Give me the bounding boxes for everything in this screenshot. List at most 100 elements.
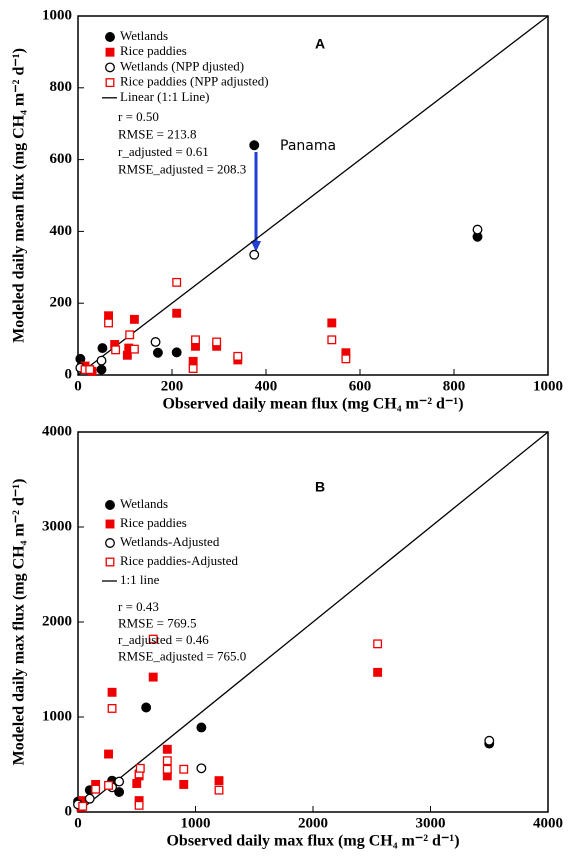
one-to-one-line xyxy=(77,15,549,376)
y-tick-label: 4000 xyxy=(42,423,72,439)
point-label: Panama xyxy=(280,138,336,154)
point xyxy=(373,667,383,677)
point xyxy=(104,780,113,790)
point xyxy=(114,776,125,787)
point xyxy=(233,351,243,361)
point xyxy=(249,249,260,260)
point xyxy=(97,343,108,354)
legend-label: Rice paddies (NPP adjusted) xyxy=(120,74,269,89)
x-tick-label: 2000 xyxy=(298,815,328,831)
legend-label: Wetlands (NPP djusted) xyxy=(120,58,244,73)
point xyxy=(484,735,495,746)
point xyxy=(85,365,95,375)
point xyxy=(162,756,172,766)
x-tick-label: 3000 xyxy=(416,815,446,831)
x-axis-title: Observed daily mean flux (mg CH₄ m⁻² d⁻¹… xyxy=(162,396,463,413)
point xyxy=(111,345,121,355)
point xyxy=(150,337,161,347)
y-tick-label: 200 xyxy=(50,295,73,311)
point xyxy=(373,639,383,649)
legend-label: Rice paddies xyxy=(120,43,187,58)
point xyxy=(104,749,113,759)
point xyxy=(96,364,107,375)
point xyxy=(472,224,483,235)
x-tick-label: 0 xyxy=(74,378,82,394)
point xyxy=(327,318,337,328)
point xyxy=(107,687,117,697)
legend-label: Rice paddies-Adjusted xyxy=(120,553,239,568)
point xyxy=(125,330,135,340)
point xyxy=(114,787,125,798)
point xyxy=(132,779,142,788)
point xyxy=(212,337,222,347)
x-tick-label: 0 xyxy=(74,815,82,831)
point xyxy=(196,763,207,774)
y-tick-label: 600 xyxy=(50,151,73,167)
x-tick-label: 600 xyxy=(349,378,372,394)
legend-label: Linear (1:1 Line) xyxy=(120,89,210,104)
legend-marker xyxy=(105,519,115,529)
point xyxy=(179,764,189,774)
point xyxy=(249,140,260,151)
point xyxy=(214,785,224,795)
x-tick-label: 200 xyxy=(161,378,184,394)
point xyxy=(148,634,158,644)
legend-marker xyxy=(105,62,115,73)
point xyxy=(214,776,224,786)
point xyxy=(129,314,139,324)
point xyxy=(196,722,207,733)
legend-marker xyxy=(105,500,115,510)
point xyxy=(188,364,198,373)
point xyxy=(96,355,107,366)
point xyxy=(84,793,95,804)
y-tick-label: 0 xyxy=(65,366,73,382)
legend-marker xyxy=(105,78,115,88)
x-tick-label: 400 xyxy=(255,378,278,394)
stat-annotation: r = 0.50 xyxy=(118,109,159,124)
legend-label: Wetlands xyxy=(120,28,168,43)
plot-area xyxy=(77,15,549,376)
stat-annotation: RMSE_adjusted = 765.0 xyxy=(118,648,246,663)
x-tick-label: 4000 xyxy=(533,815,563,831)
y-tick-label: 800 xyxy=(50,79,73,95)
stat-annotation: RMSE_adjusted = 208.3 xyxy=(118,161,246,176)
y-tick-label: 1000 xyxy=(42,7,72,23)
point xyxy=(104,318,113,328)
point xyxy=(179,780,189,789)
panel-label: B xyxy=(315,479,325,495)
panel-label: A xyxy=(315,36,325,52)
point xyxy=(341,354,351,364)
point xyxy=(327,335,337,345)
legend-label: Wetlands-Adjusted xyxy=(120,534,220,549)
point xyxy=(78,801,88,811)
point xyxy=(134,800,144,810)
legend-marker xyxy=(105,47,115,57)
point xyxy=(191,335,200,345)
point xyxy=(107,704,117,713)
stat-annotation: RMSE = 769.5 xyxy=(118,615,196,630)
stat-annotation: r_adjusted = 0.46 xyxy=(118,632,209,647)
point xyxy=(171,347,182,358)
y-axis-title: Modeled daily mean flux (mg CH₄ m⁻² d⁻¹) xyxy=(11,48,28,343)
point xyxy=(152,347,163,358)
arrow-head xyxy=(251,241,261,252)
y-axis-title: Modeled daily max flux (mg CH₄ m⁻² d⁻¹) xyxy=(11,479,28,766)
legend-marker xyxy=(105,557,115,567)
point xyxy=(172,277,182,287)
stat-annotation: r = 0.43 xyxy=(118,599,159,614)
x-tick-label: 800 xyxy=(443,378,466,394)
point xyxy=(129,344,139,354)
legend-marker xyxy=(105,538,115,548)
point xyxy=(104,311,113,321)
y-tick-label: 1000 xyxy=(42,708,72,724)
x-axis-title: Observed daily max flux (mg CH₄ m⁻² d⁻¹) xyxy=(166,833,459,850)
point xyxy=(148,672,158,682)
legend-marker xyxy=(105,32,115,42)
legend-label: Wetlands xyxy=(120,496,168,511)
point xyxy=(172,308,182,318)
x-tick-label: 1000 xyxy=(181,815,211,831)
x-tick-label: 1000 xyxy=(533,378,563,394)
point xyxy=(135,763,145,773)
point xyxy=(188,356,198,366)
